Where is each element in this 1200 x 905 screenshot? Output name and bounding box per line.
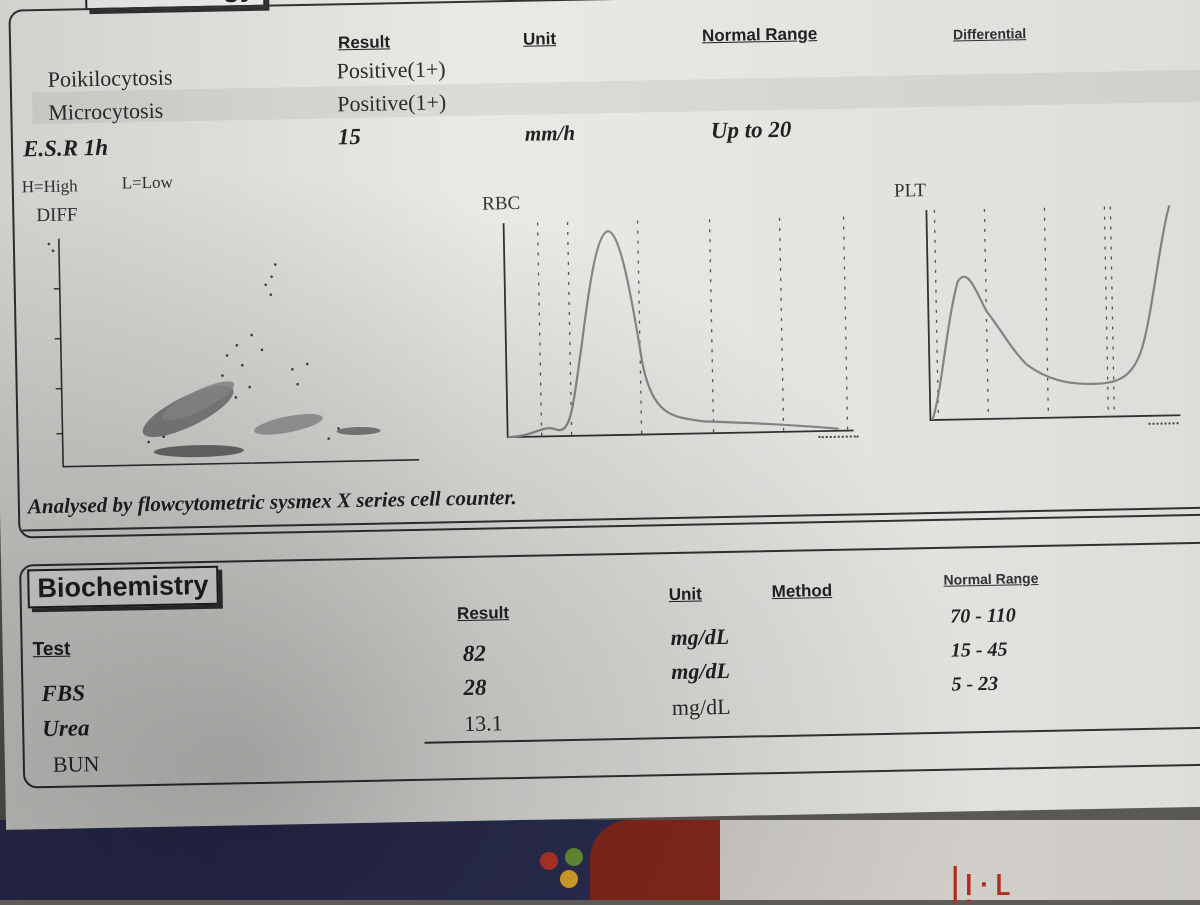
plt-chart-title: PLT xyxy=(894,180,926,203)
plt-histogram xyxy=(914,197,1188,432)
background-cover-glyphs: |ᴉ·ʟ xyxy=(950,860,1015,905)
bun-test: BUN xyxy=(53,751,100,778)
bio-result-header: Result xyxy=(457,603,509,624)
bun-result: 13.1 xyxy=(464,710,503,737)
fbs-unit: mg/dL xyxy=(670,624,729,651)
legend-high: H=High xyxy=(22,176,78,197)
row-poikilocytosis-test: Poikilocytosis xyxy=(47,65,172,93)
background-book: |ᴉ·ʟ xyxy=(0,820,1200,900)
background-red-shape xyxy=(590,820,720,900)
rbc-chart-title: RBC xyxy=(482,193,520,216)
biochemistry-section-title: Biochemistry xyxy=(27,566,219,609)
test-header: Test xyxy=(32,639,70,662)
background-white-cover: |ᴉ·ʟ xyxy=(720,820,1200,900)
bio-method-header: Method xyxy=(772,581,833,602)
row-esr-test: E.S.R 1h xyxy=(23,135,108,163)
rbc-histogram xyxy=(489,208,863,450)
row-esr-unit: mm/h xyxy=(525,121,576,147)
fbs-result: 82 xyxy=(463,641,486,667)
urea-unit: mg/dL xyxy=(671,658,730,685)
result-header: Result xyxy=(338,32,390,53)
legend-low: L=Low xyxy=(122,173,174,194)
row-microcytosis-test: Microcytosis xyxy=(48,98,163,126)
urea-result: 28 xyxy=(463,675,486,701)
rbc-axis-end-marker xyxy=(819,435,859,440)
bun-normal-range: 5 - 23 xyxy=(951,673,998,697)
bio-normal-range-header: Normal Range xyxy=(943,570,1038,588)
bio-unit-header: Unit xyxy=(669,584,702,605)
fbs-test: FBS xyxy=(41,680,85,707)
unit-header: Unit xyxy=(523,29,556,50)
bun-unit: mg/dL xyxy=(672,694,731,721)
diff-chart-title: DIFF xyxy=(36,204,78,227)
diff-scattergram xyxy=(35,222,440,480)
row-esr-normal-range: Up to 20 xyxy=(711,117,792,145)
normal-range-header: Normal Range xyxy=(702,24,818,46)
row-poikilocytosis-result: Positive(1+) xyxy=(336,56,445,84)
row-esr-result: 15 xyxy=(338,124,361,150)
plt-axis-end-marker xyxy=(1149,422,1179,427)
urea-normal-range: 15 - 45 xyxy=(951,639,1008,663)
row-microcytosis-result: Positive(1+) xyxy=(337,89,446,117)
urea-test: Urea xyxy=(42,715,90,742)
lab-report-paper: Hematology Result Unit Normal Range Diff… xyxy=(0,0,1200,830)
differential-header: Differential xyxy=(953,25,1026,42)
fbs-normal-range: 70 - 110 xyxy=(950,604,1016,628)
